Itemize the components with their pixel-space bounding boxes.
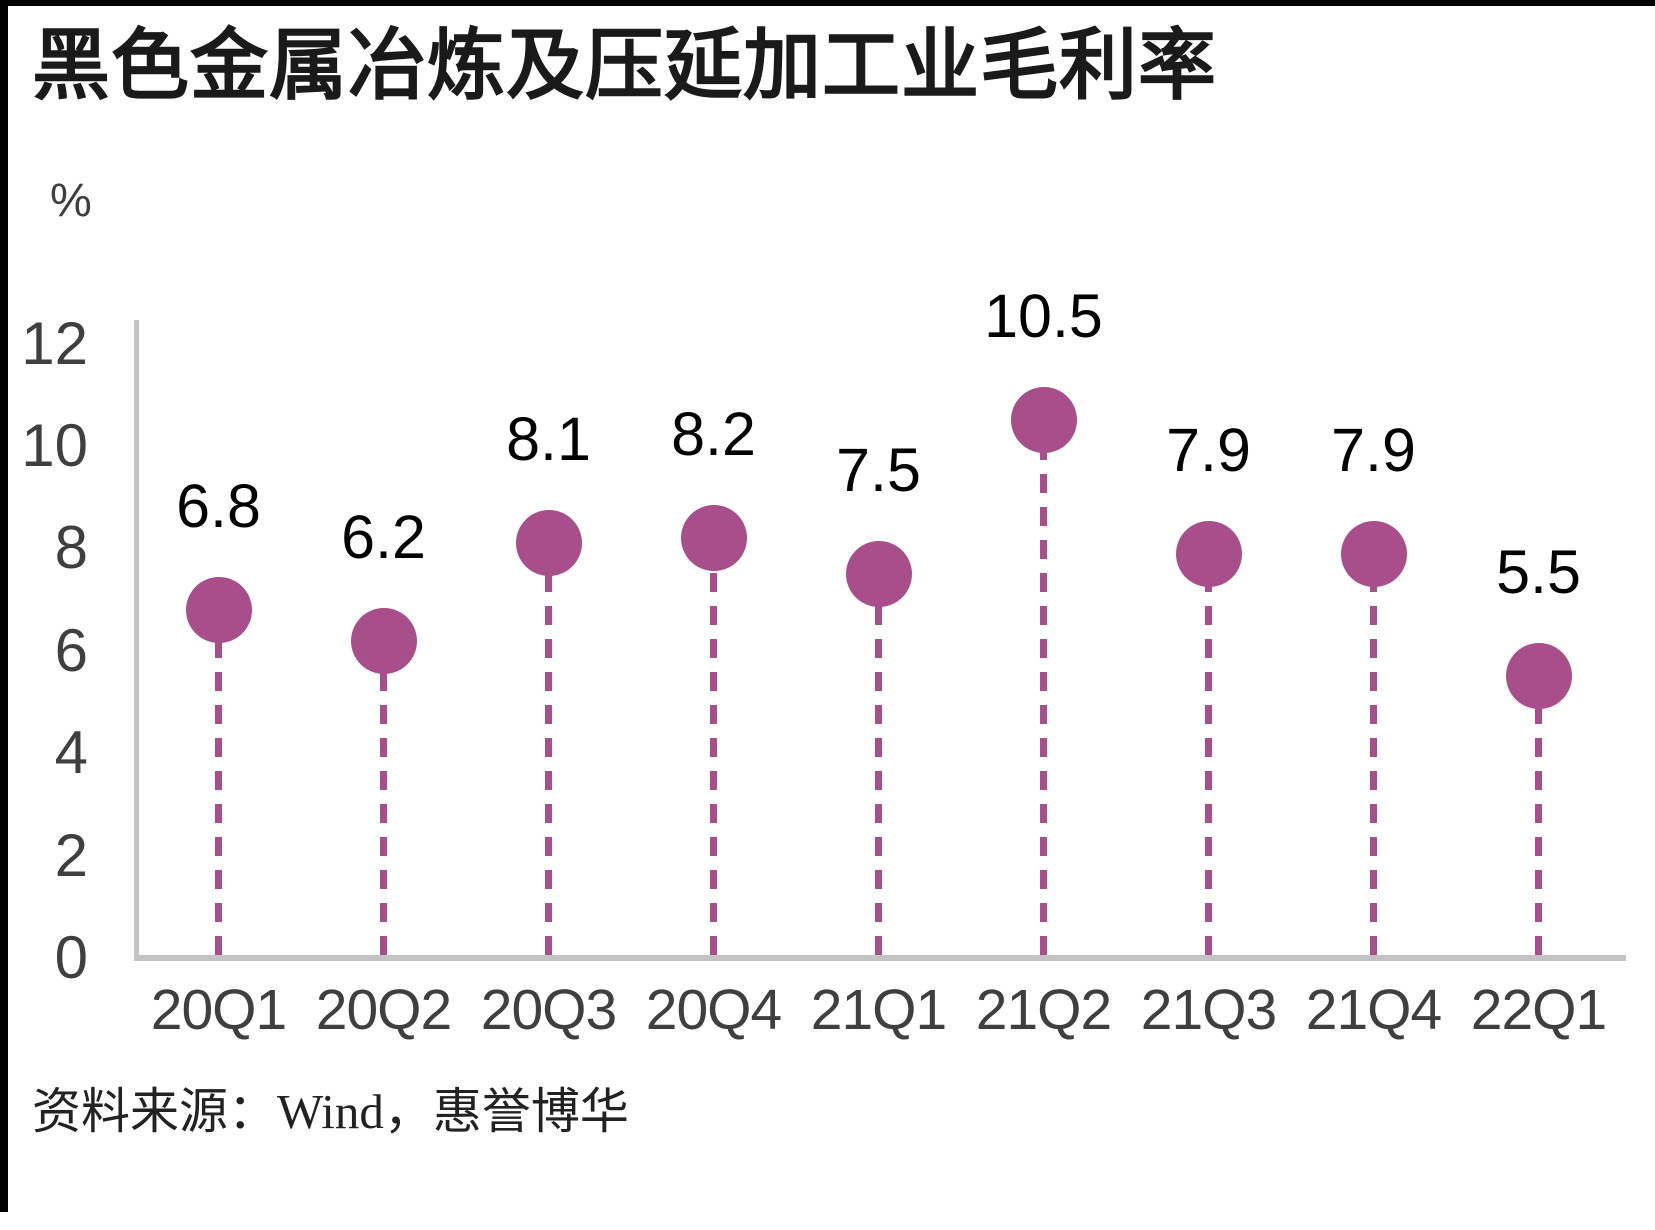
frame-top-border (0, 0, 1655, 6)
x-tick-label: 20Q1 (150, 978, 287, 1042)
data-point-marker (845, 541, 912, 607)
data-point-stem (875, 574, 882, 955)
x-tick-label: 20Q2 (315, 978, 452, 1042)
y-tick-label: 8 (54, 514, 88, 582)
data-point-marker (1340, 520, 1407, 587)
y-tick-label: 0 (54, 924, 88, 991)
data-point-marker (1505, 643, 1572, 710)
data-point-stem (1370, 553, 1377, 955)
y-tick-label: 12 (21, 309, 88, 377)
data-point-marker (680, 505, 747, 572)
data-point-stem (215, 609, 222, 955)
data-point-marker (185, 576, 252, 643)
frame-left-border (0, 0, 8, 1212)
y-tick-label: 2 (54, 821, 88, 889)
data-point-marker (350, 607, 417, 674)
x-tick-label: 21Q4 (1305, 978, 1442, 1042)
data-point-stem (1205, 553, 1212, 955)
data-value-label: 7.5 (836, 436, 921, 504)
chart-title: 黑色金属冶炼及压延加工业毛利率 (32, 22, 1218, 109)
y-tick-label: 6 (54, 616, 88, 684)
x-tick-label: 21Q2 (975, 978, 1112, 1042)
y-axis-line (134, 320, 139, 961)
y-axis-unit-label: % (50, 173, 92, 226)
y-tick-label: 10 (21, 412, 88, 479)
x-tick-label: 21Q3 (1140, 978, 1277, 1042)
data-value-label: 6.2 (341, 502, 426, 571)
data-point-marker (1175, 520, 1242, 587)
x-tick-label: 20Q4 (645, 978, 782, 1042)
data-point-stem (1040, 420, 1047, 955)
data-value-label: 6.8 (176, 471, 261, 540)
data-value-label: 7.9 (1166, 415, 1251, 484)
x-tick-label: 20Q3 (480, 978, 617, 1042)
data-value-label: 10.5 (984, 282, 1103, 351)
data-value-label: 5.5 (1496, 538, 1581, 607)
y-tick-label: 4 (54, 719, 88, 787)
source-note: 资料来源：Wind，惠誉博华 (32, 1084, 629, 1139)
data-point-stem (1535, 676, 1542, 955)
data-point-marker (1010, 387, 1077, 454)
x-axis-line (134, 955, 1626, 961)
data-point-stem (710, 538, 717, 955)
data-value-label: 8.2 (671, 400, 756, 469)
data-point-marker (515, 510, 582, 577)
x-tick-label: 22Q1 (1470, 978, 1607, 1042)
data-value-label: 8.1 (506, 405, 591, 474)
data-point-stem (545, 543, 552, 955)
data-value-label: 7.9 (1331, 415, 1416, 484)
data-point-stem (380, 640, 387, 955)
x-tick-label: 21Q1 (810, 978, 947, 1042)
